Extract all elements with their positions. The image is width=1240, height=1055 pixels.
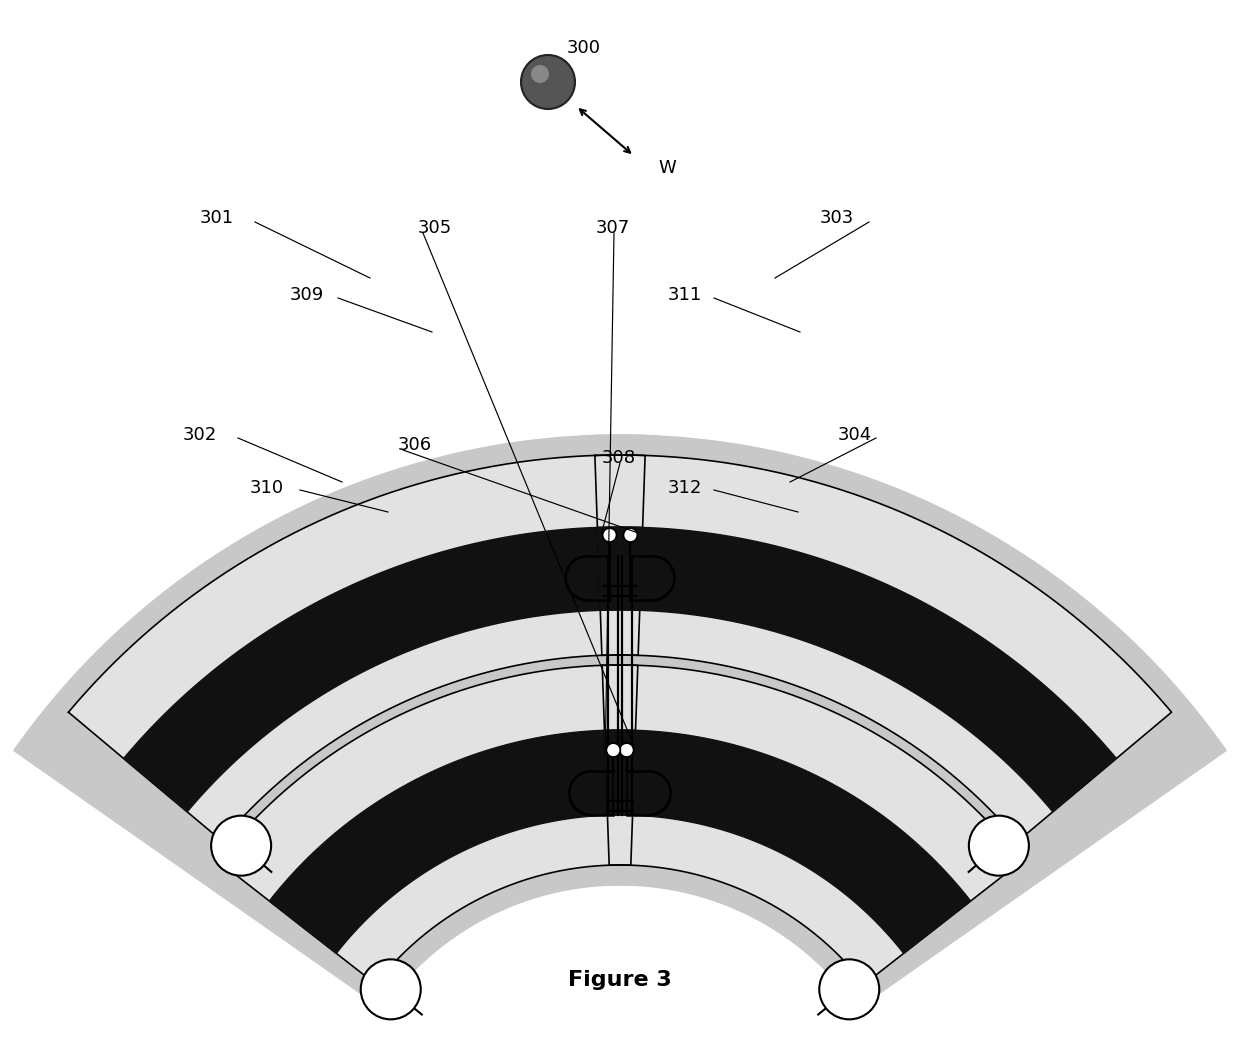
Circle shape (620, 743, 634, 757)
Polygon shape (218, 665, 637, 984)
Circle shape (968, 816, 1029, 876)
Polygon shape (604, 730, 971, 954)
Circle shape (603, 529, 616, 542)
Text: 308: 308 (601, 449, 636, 467)
Text: 303: 303 (820, 209, 854, 227)
Text: 310: 310 (250, 479, 284, 497)
Polygon shape (68, 455, 645, 841)
Circle shape (820, 959, 879, 1019)
Polygon shape (598, 528, 1116, 812)
Polygon shape (582, 435, 1226, 1009)
Polygon shape (603, 665, 1022, 984)
Text: W: W (658, 159, 676, 177)
Text: 304: 304 (838, 426, 872, 444)
Text: 307: 307 (596, 219, 630, 237)
Text: 301: 301 (200, 209, 234, 227)
Text: 311: 311 (668, 286, 702, 304)
Text: 306: 306 (398, 436, 432, 454)
Circle shape (211, 816, 272, 876)
Circle shape (521, 55, 575, 109)
Text: 309: 309 (290, 286, 324, 304)
Polygon shape (595, 455, 1172, 841)
Text: 302: 302 (184, 426, 217, 444)
Circle shape (606, 743, 620, 757)
Text: 312: 312 (668, 479, 702, 497)
Circle shape (531, 65, 549, 83)
Text: 300: 300 (567, 39, 601, 57)
Polygon shape (14, 435, 658, 1009)
Circle shape (361, 959, 420, 1019)
Text: Figure 3: Figure 3 (568, 970, 672, 990)
Polygon shape (124, 528, 642, 812)
Circle shape (624, 529, 637, 542)
Text: 305: 305 (418, 219, 453, 237)
Polygon shape (269, 730, 636, 954)
